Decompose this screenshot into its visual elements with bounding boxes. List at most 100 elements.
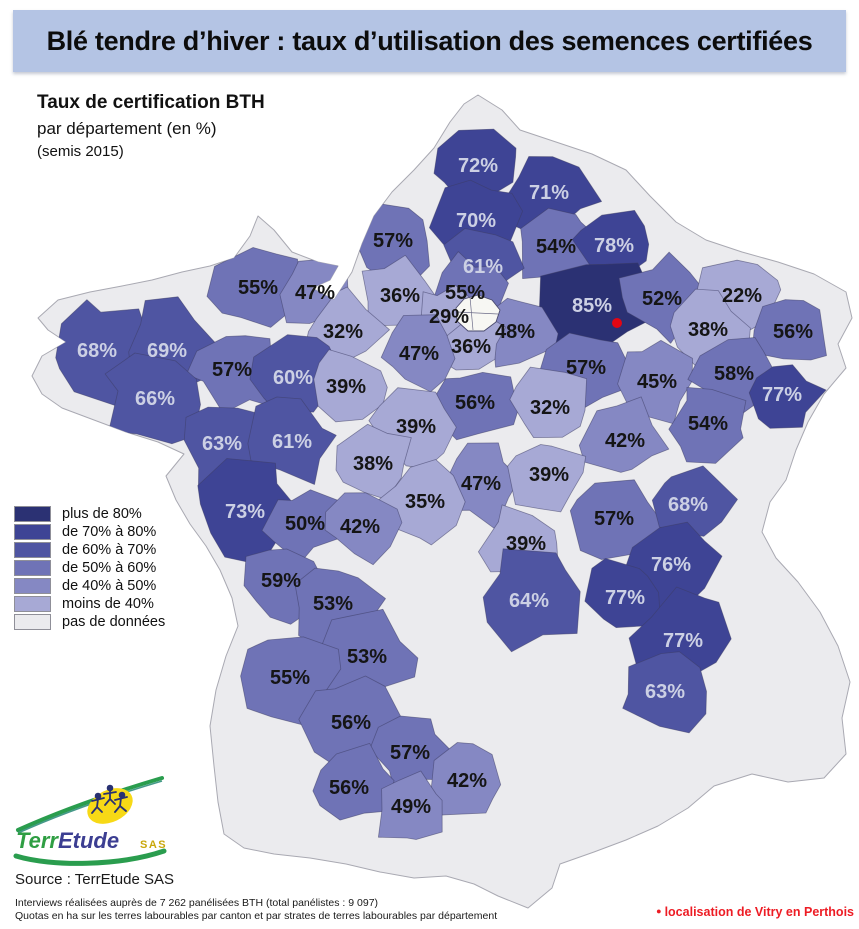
department-region bbox=[302, 286, 390, 361]
department-region bbox=[378, 770, 443, 840]
department-region bbox=[261, 489, 348, 564]
department-value-label: 39% bbox=[529, 464, 569, 486]
footnote-line2: Quotas en ha sur les terres labourables … bbox=[15, 909, 498, 922]
subtitle-line2: par département (en %) bbox=[37, 119, 217, 138]
legend-item: de 70% à 80% bbox=[14, 523, 165, 541]
department-value-label: 56% bbox=[455, 392, 495, 414]
department-value-label: 73% bbox=[225, 501, 265, 523]
department-value-label: 61% bbox=[463, 256, 503, 278]
legend-color-swatch bbox=[14, 542, 51, 558]
department-value-label: 57% bbox=[373, 230, 413, 252]
legend-item: de 50% à 60% bbox=[14, 559, 165, 577]
department-region bbox=[748, 364, 827, 429]
paris-inner-borders bbox=[456, 296, 499, 331]
department-value-label: 61% bbox=[272, 431, 312, 453]
page-title: Blé tendre d’hiver : taux d’utilisation … bbox=[46, 25, 813, 56]
department-value-label: 57% bbox=[212, 359, 252, 381]
legend-color-swatch bbox=[14, 560, 51, 576]
department-region bbox=[324, 492, 403, 566]
department-value-label: 36% bbox=[380, 285, 420, 307]
logo-swoosh-bottom bbox=[13, 848, 167, 866]
department-value-label: 64% bbox=[509, 590, 549, 612]
title-bar: Blé tendre d’hiver : taux d’utilisation … bbox=[13, 10, 846, 72]
department-value-label: 49% bbox=[391, 796, 431, 818]
department-value-label: 59% bbox=[261, 570, 301, 592]
legend-item: pas de données bbox=[14, 613, 165, 631]
department-region bbox=[751, 299, 827, 361]
subtitle-main: Taux de certification BTH bbox=[37, 92, 265, 113]
department-value-label: 38% bbox=[353, 453, 393, 475]
department-value-label: 53% bbox=[347, 646, 387, 668]
department-value-label: 69% bbox=[147, 340, 187, 362]
department-value-label: 85% bbox=[572, 295, 612, 317]
department-value-label: 72% bbox=[458, 155, 498, 177]
department-value-label: 42% bbox=[605, 430, 645, 452]
logo-dancers-icon bbox=[91, 784, 128, 814]
department-region bbox=[651, 465, 738, 537]
department-value-label: 50% bbox=[285, 513, 325, 535]
department-region bbox=[104, 352, 201, 445]
department-value-label: 56% bbox=[773, 321, 813, 343]
department-value-label: 32% bbox=[323, 321, 363, 343]
department-value-label: 58% bbox=[714, 363, 754, 385]
department-value-label: 22% bbox=[722, 285, 762, 307]
department-value-label: 60% bbox=[273, 367, 313, 389]
department-region bbox=[312, 743, 395, 821]
department-value-label: 54% bbox=[536, 236, 576, 258]
department-value-label: 36% bbox=[451, 336, 491, 358]
department-value-label: 76% bbox=[651, 554, 691, 576]
vitry-marker-dot bbox=[612, 318, 622, 328]
marker-legend-note: ● localisation de Vitry en Perthois bbox=[656, 905, 854, 919]
department-value-label: 55% bbox=[445, 282, 485, 304]
department-value-label: 78% bbox=[594, 235, 634, 257]
department-value-label: 57% bbox=[390, 742, 430, 764]
department-value-label: 55% bbox=[270, 667, 310, 689]
marker-note-text: localisation de Vitry en Perthois bbox=[664, 905, 854, 919]
department-value-label: 66% bbox=[135, 388, 175, 410]
department-value-label: 47% bbox=[295, 282, 335, 304]
department-region bbox=[509, 366, 587, 438]
department-region bbox=[578, 396, 670, 473]
legend-color-swatch bbox=[14, 614, 51, 630]
logo-swoosh-top-shadow bbox=[17, 780, 163, 834]
department-region bbox=[668, 387, 747, 464]
department-value-label: 57% bbox=[594, 508, 634, 530]
legend-color-swatch bbox=[14, 506, 51, 522]
legend-item: plus de 80% bbox=[14, 505, 165, 523]
logo-swoosh-top bbox=[16, 776, 164, 832]
department-value-label: 32% bbox=[530, 397, 570, 419]
department-value-label: 42% bbox=[447, 770, 487, 792]
department-value-label: 29% bbox=[429, 306, 469, 328]
legend-color-swatch bbox=[14, 596, 51, 612]
legend-label: de 70% à 80% bbox=[62, 524, 157, 540]
source-text: Source : TerrEtude SAS bbox=[15, 871, 174, 888]
department-value-label: 35% bbox=[405, 491, 445, 513]
department-value-label: 42% bbox=[340, 516, 380, 538]
department-value-label: 53% bbox=[313, 593, 353, 615]
department-value-label: 63% bbox=[202, 433, 242, 455]
legend-label: de 60% à 70% bbox=[62, 542, 157, 558]
department-value-label: 77% bbox=[663, 630, 703, 652]
legend-label: pas de données bbox=[62, 614, 166, 630]
department-value-label: 39% bbox=[506, 533, 546, 555]
department-value-label: 47% bbox=[461, 473, 501, 495]
department-region bbox=[206, 247, 301, 328]
department-value-label: 57% bbox=[566, 357, 606, 379]
department-value-label: 56% bbox=[331, 712, 371, 734]
department-value-label: 77% bbox=[605, 587, 645, 609]
department-value-label: 70% bbox=[456, 210, 496, 232]
map-subtitle-block: Taux de certification BTH par départemen… bbox=[37, 92, 265, 160]
department-value-label: 52% bbox=[642, 288, 682, 310]
department-region bbox=[380, 314, 456, 393]
department-value-label: 47% bbox=[399, 343, 439, 365]
logo-sas-label: SAS bbox=[140, 839, 167, 851]
department-value-label: 48% bbox=[495, 321, 535, 343]
department-value-label: 38% bbox=[688, 319, 728, 341]
department-region bbox=[622, 651, 707, 734]
legend-label: plus de 80% bbox=[62, 506, 142, 522]
department-region bbox=[507, 444, 587, 513]
department-value-label: 45% bbox=[637, 371, 677, 393]
legend-color-swatch bbox=[14, 524, 51, 540]
legend-item: de 40% à 50% bbox=[14, 577, 165, 595]
